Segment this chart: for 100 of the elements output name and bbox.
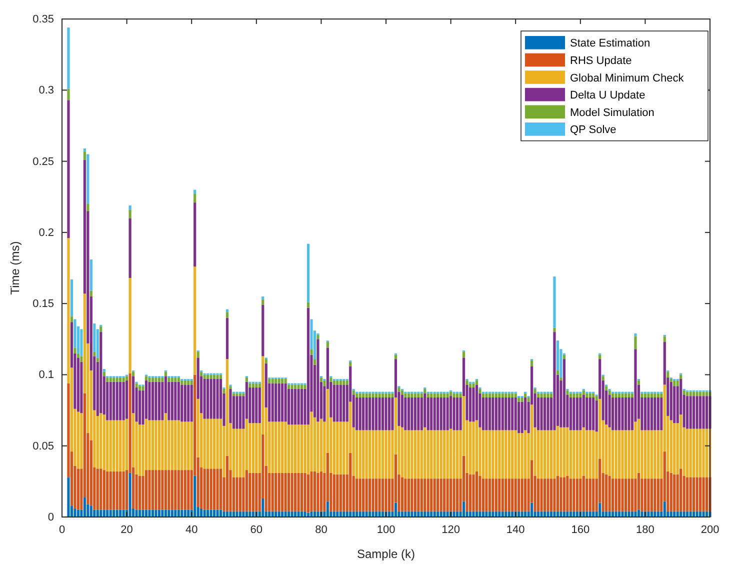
bar <box>216 374 219 379</box>
bar <box>236 428 238 478</box>
bar <box>440 478 442 512</box>
bar <box>666 372 670 378</box>
bar <box>148 470 151 510</box>
bar <box>436 430 440 479</box>
bar <box>112 378 116 382</box>
bar <box>306 474 310 513</box>
bar <box>70 316 74 322</box>
bar <box>212 468 216 510</box>
bar <box>410 393 414 398</box>
bar <box>294 384 297 389</box>
bar <box>126 380 128 419</box>
bar <box>656 430 660 479</box>
bar <box>482 430 484 479</box>
bar <box>90 506 92 517</box>
bar <box>514 430 517 479</box>
bar <box>647 393 650 398</box>
bar <box>569 478 572 512</box>
bar <box>358 393 362 398</box>
bar <box>462 501 466 517</box>
bar <box>404 478 407 512</box>
bar <box>148 378 151 382</box>
bar <box>170 420 174 470</box>
bar <box>190 380 193 385</box>
bar <box>365 478 368 512</box>
bar <box>417 430 420 479</box>
bar <box>278 472 280 512</box>
bar <box>485 397 488 430</box>
y-axis-title: Time (ms) <box>8 241 22 295</box>
bar <box>135 510 138 517</box>
bar <box>440 430 442 479</box>
bar <box>80 329 83 356</box>
bar <box>330 378 332 382</box>
bar <box>128 472 132 517</box>
bar <box>248 423 252 473</box>
bar <box>436 393 440 398</box>
bar <box>595 400 598 432</box>
x-tick-label: 180 <box>636 524 654 536</box>
bar <box>372 430 374 479</box>
bar <box>388 393 391 398</box>
bar <box>511 393 514 398</box>
bar <box>80 356 83 362</box>
bar <box>86 204 90 212</box>
bar <box>530 502 534 517</box>
bar <box>556 426 560 476</box>
bar <box>356 393 358 398</box>
bar <box>420 393 423 398</box>
bar <box>634 336 637 350</box>
bar <box>323 380 326 386</box>
bar <box>518 402 520 434</box>
bar <box>546 511 550 517</box>
bar <box>689 428 692 478</box>
bar <box>258 388 261 424</box>
bar <box>336 380 339 385</box>
bar <box>229 511 232 517</box>
bar <box>164 413 167 470</box>
bar <box>518 478 520 512</box>
bar <box>67 28 70 89</box>
bar <box>388 478 391 512</box>
bar <box>119 471 122 510</box>
bar <box>378 511 381 517</box>
bar <box>608 390 611 395</box>
bar <box>212 418 216 469</box>
bar <box>109 420 112 472</box>
bar <box>553 328 556 332</box>
bar <box>238 428 242 478</box>
bar <box>656 478 660 512</box>
bar <box>400 477 404 512</box>
bar <box>278 422 280 473</box>
bar <box>634 422 637 479</box>
bar <box>281 422 284 473</box>
bar <box>100 468 102 510</box>
bar <box>374 478 378 512</box>
bar <box>550 430 553 479</box>
bar <box>154 420 158 470</box>
bar <box>696 392 698 396</box>
bar <box>100 332 102 414</box>
bar <box>670 382 672 420</box>
bar <box>556 370 560 375</box>
bar <box>306 244 310 302</box>
bar <box>342 474 346 512</box>
bar <box>378 393 381 398</box>
bar <box>705 428 708 478</box>
bar <box>368 397 372 430</box>
bar <box>426 393 430 398</box>
bar <box>424 388 426 394</box>
bar <box>560 477 562 512</box>
bar <box>236 396 238 429</box>
bar <box>576 397 578 430</box>
bar <box>126 376 128 380</box>
bar <box>306 512 310 517</box>
bar <box>281 472 284 512</box>
bar <box>112 382 116 420</box>
legend-label: QP Solve <box>570 124 616 136</box>
bar <box>420 430 423 479</box>
bar <box>76 412 80 469</box>
bar <box>187 380 190 385</box>
bar <box>297 424 300 473</box>
bar <box>407 393 410 398</box>
